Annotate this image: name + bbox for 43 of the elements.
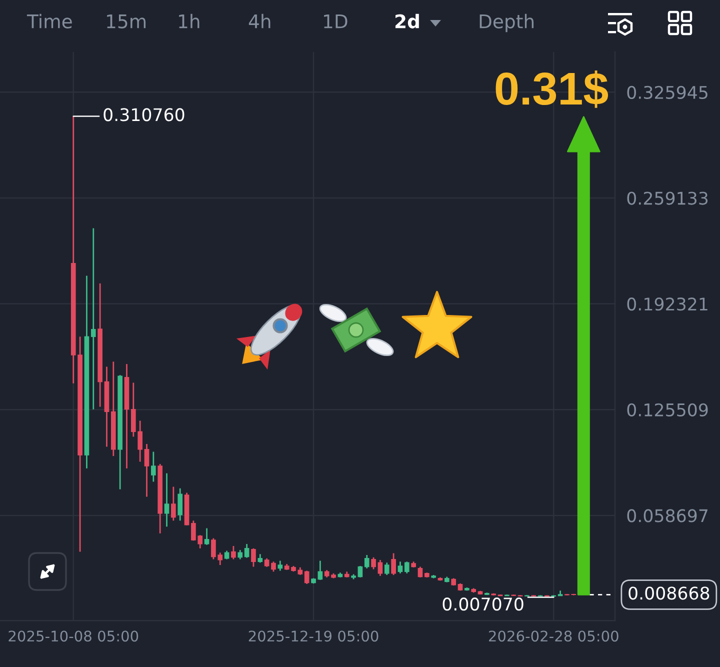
text: 1h: [179, 14, 200, 28]
candlestick: [364, 554, 370, 570]
candlestick: [278, 560, 283, 572]
x-tick-label: 2025-12-19 05:00: [248, 630, 378, 642]
candlestick: [204, 528, 210, 546]
ref-line-label: 0.008668: [628, 586, 710, 600]
annotation: 0.310760: [104, 108, 184, 122]
text: 2d: [395, 14, 419, 28]
candlestick: [398, 560, 403, 574]
candlestick: [358, 565, 363, 578]
candlestick: [238, 549, 243, 560]
candlestick: [391, 552, 396, 576]
candlestick: [371, 556, 376, 570]
y-tick-label: 0.058697: [627, 509, 708, 522]
candlestick: [251, 548, 256, 568]
candlestick: [318, 560, 323, 581]
candlestick: [171, 486, 176, 522]
y-tick-label: 0.259133: [627, 192, 708, 205]
candlestick: [384, 562, 390, 576]
candlestick: [404, 560, 410, 574]
annotation: 0.31$: [496, 70, 608, 108]
candlestick: [271, 560, 276, 572]
candlestick: [304, 570, 310, 585]
y-tick-label: 0.125509: [627, 403, 708, 416]
candlestick: [418, 566, 423, 578]
candlestick: [178, 488, 183, 522]
text: Depth: [480, 14, 534, 32]
candlestick: [164, 472, 170, 528]
candlestick: [90, 228, 96, 410]
text: 15m: [107, 14, 146, 28]
candlestick: [378, 559, 383, 577]
annotation: 0.007070: [442, 598, 524, 611]
text: Time: [26, 14, 72, 28]
candlestick: [231, 545, 236, 560]
candlestick: [144, 443, 150, 498]
candlestick: [244, 543, 250, 558]
candlestick: [151, 451, 156, 482]
text: 1D: [324, 14, 348, 28]
x-tick-label: 2026-02-28 05:00: [488, 630, 618, 642]
text: 4h: [248, 14, 270, 28]
x-tick-label: 2025-10-08 05:00: [8, 630, 138, 642]
y-tick-label: 0.192321: [627, 298, 708, 311]
y-tick-label: 0.325945: [627, 86, 708, 99]
